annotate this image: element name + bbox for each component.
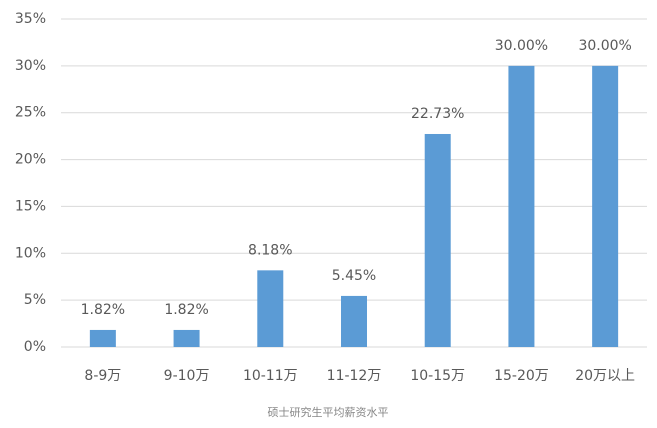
bar xyxy=(257,270,284,347)
chart-title: 硕士研究生平均薪资水平 xyxy=(268,405,389,419)
x-tick-label: 20万以上 xyxy=(575,368,635,384)
y-tick-label: 15% xyxy=(15,198,46,214)
x-tick-label: 15-20万 xyxy=(494,368,549,384)
data-label: 8.18% xyxy=(248,242,292,258)
y-tick-label: 25% xyxy=(15,105,46,121)
y-tick-label: 35% xyxy=(15,11,46,27)
bar xyxy=(173,329,200,347)
x-tick-label: 11-12万 xyxy=(327,368,382,384)
bar xyxy=(89,329,116,347)
data-label: 30.00% xyxy=(578,38,631,54)
bar xyxy=(424,133,451,347)
bar xyxy=(508,65,535,347)
data-label: 5.45% xyxy=(332,268,376,284)
x-tick-label: 8-9万 xyxy=(84,368,121,384)
y-tick-label: 30% xyxy=(15,58,46,74)
data-label: 22.73% xyxy=(411,106,464,122)
x-tick-label: 10-11万 xyxy=(243,368,298,384)
y-tick-label: 5% xyxy=(24,292,46,308)
bar xyxy=(341,295,367,347)
data-label: 1.82% xyxy=(81,302,125,318)
data-label: 30.00% xyxy=(495,38,548,54)
y-tick-label: 0% xyxy=(24,339,46,355)
x-tick-label: 9-10万 xyxy=(164,368,210,384)
y-tick-label: 10% xyxy=(15,245,46,261)
bar xyxy=(592,65,619,347)
y-tick-label: 20% xyxy=(15,152,46,168)
x-tick-label: 10-15万 xyxy=(410,368,465,384)
data-label: 1.82% xyxy=(164,302,208,318)
